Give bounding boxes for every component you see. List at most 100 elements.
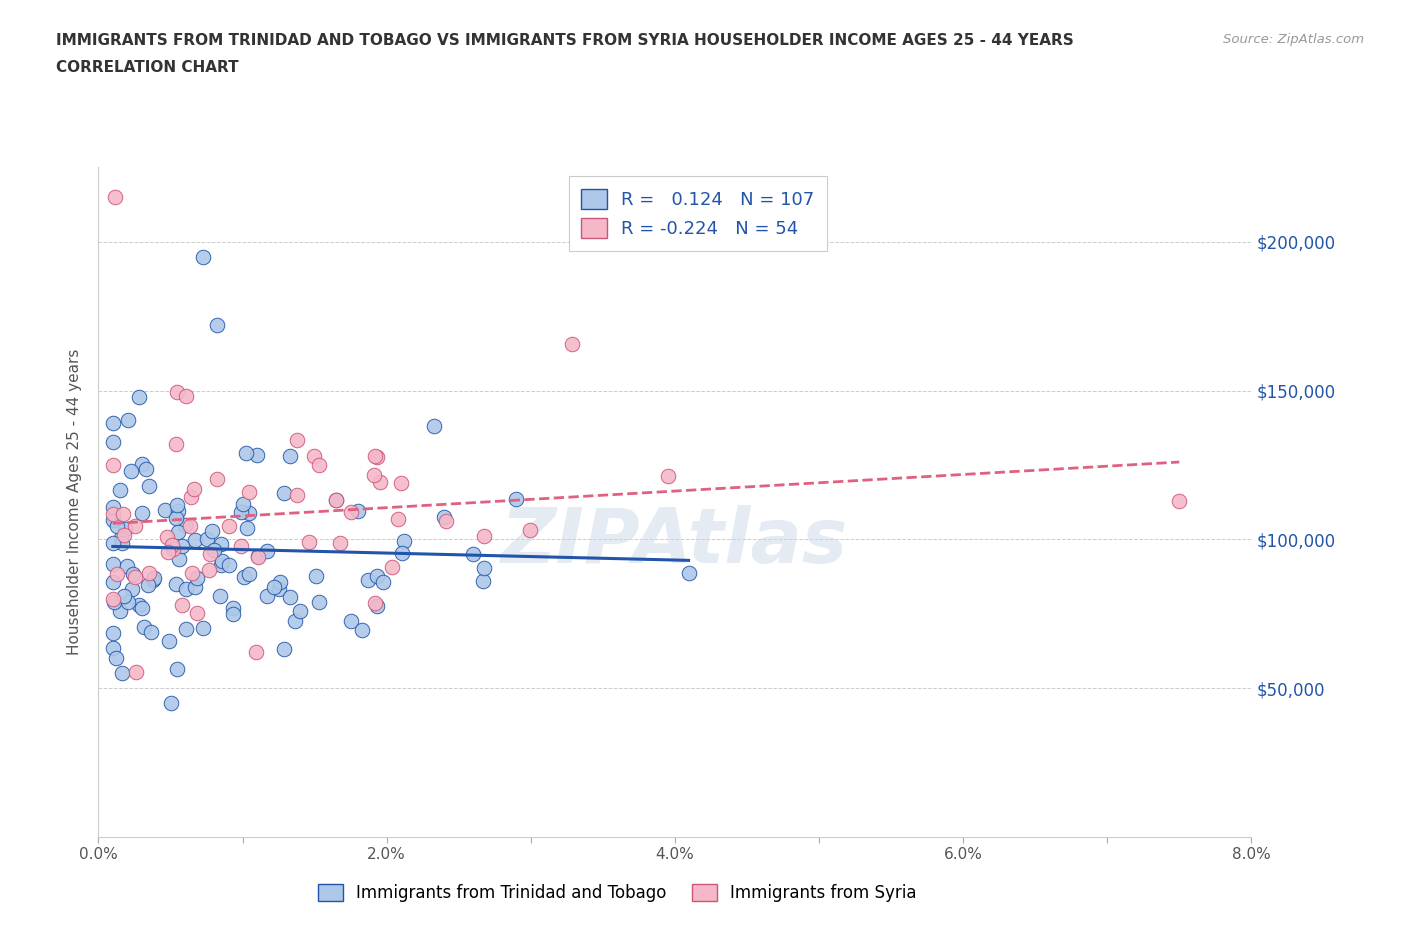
Point: [101, 499, 124, 514]
Point: [114, 521, 136, 536]
Point: [278, 448, 301, 463]
Point: [103, 595, 125, 610]
Point: [181, 566, 204, 581]
Point: [184, 579, 207, 594]
Point: [472, 528, 495, 543]
Point: [198, 546, 221, 561]
Point: [222, 606, 245, 621]
Point: [101, 458, 124, 472]
Point: [285, 487, 308, 502]
Point: [246, 549, 269, 564]
Point: [371, 575, 394, 590]
Point: [101, 626, 124, 641]
Point: [166, 661, 188, 676]
Point: [174, 621, 197, 636]
Point: [463, 546, 485, 561]
Point: [302, 449, 325, 464]
Point: [101, 513, 124, 528]
Point: [472, 561, 495, 576]
Point: [221, 601, 243, 616]
Point: [229, 505, 252, 520]
Point: [205, 318, 228, 333]
Point: [167, 504, 190, 519]
Point: [208, 589, 231, 604]
Point: [298, 534, 321, 549]
Point: [267, 582, 290, 597]
Point: [105, 651, 128, 666]
Point: [138, 565, 160, 580]
Point: [101, 575, 124, 590]
Point: [180, 489, 202, 504]
Point: [104, 190, 127, 205]
Point: [256, 589, 278, 604]
Point: [153, 502, 176, 517]
Point: [174, 581, 197, 596]
Point: [101, 416, 124, 431]
Point: [238, 485, 260, 499]
Point: [160, 538, 183, 553]
Point: [391, 546, 413, 561]
Point: [381, 560, 404, 575]
Point: [166, 498, 188, 512]
Point: [166, 385, 188, 400]
Point: [174, 388, 197, 403]
Point: [165, 437, 187, 452]
Point: [173, 517, 195, 532]
Point: [366, 599, 388, 614]
Point: [290, 604, 312, 618]
Point: [138, 578, 160, 593]
Point: [422, 419, 444, 434]
Text: IMMIGRANTS FROM TRINIDAD AND TOBAGO VS IMMIGRANTS FROM SYRIA HOUSEHOLDER INCOME : IMMIGRANTS FROM TRINIDAD AND TOBAGO VS I…: [56, 33, 1074, 47]
Point: [273, 642, 295, 657]
Point: [110, 530, 132, 545]
Point: [131, 600, 153, 615]
Point: [235, 445, 257, 460]
Point: [247, 550, 270, 565]
Point: [128, 598, 150, 613]
Point: [156, 545, 179, 560]
Point: [112, 507, 135, 522]
Point: [238, 505, 260, 520]
Point: [186, 605, 208, 620]
Point: [340, 613, 363, 628]
Point: [340, 505, 363, 520]
Point: [167, 551, 190, 566]
Point: [387, 512, 409, 526]
Point: [111, 666, 134, 681]
Point: [434, 514, 457, 529]
Point: [256, 543, 278, 558]
Point: [364, 595, 387, 610]
Y-axis label: Householder Income Ages 25 - 44 years: Householder Income Ages 25 - 44 years: [67, 349, 83, 656]
Point: [263, 579, 285, 594]
Point: [141, 624, 163, 639]
Point: [160, 696, 183, 711]
Point: [308, 458, 330, 472]
Point: [235, 521, 257, 536]
Point: [519, 523, 541, 538]
Point: [198, 562, 221, 577]
Point: [191, 620, 214, 635]
Point: [124, 569, 146, 584]
Point: [142, 572, 165, 587]
Point: [165, 577, 187, 591]
Point: [269, 575, 291, 590]
Point: [238, 567, 260, 582]
Point: [205, 472, 228, 486]
Point: [363, 468, 385, 483]
Point: [122, 566, 145, 581]
Point: [135, 462, 157, 477]
Text: Source: ZipAtlas.com: Source: ZipAtlas.com: [1223, 33, 1364, 46]
Point: [305, 568, 328, 583]
Point: [366, 568, 388, 583]
Point: [218, 519, 240, 534]
Point: [120, 463, 142, 478]
Point: [273, 485, 295, 500]
Point: [657, 469, 679, 484]
Point: [233, 569, 256, 584]
Point: [195, 531, 218, 546]
Point: [115, 558, 138, 573]
Point: [245, 645, 267, 660]
Point: [1168, 494, 1191, 509]
Point: [186, 570, 208, 585]
Point: [132, 619, 155, 634]
